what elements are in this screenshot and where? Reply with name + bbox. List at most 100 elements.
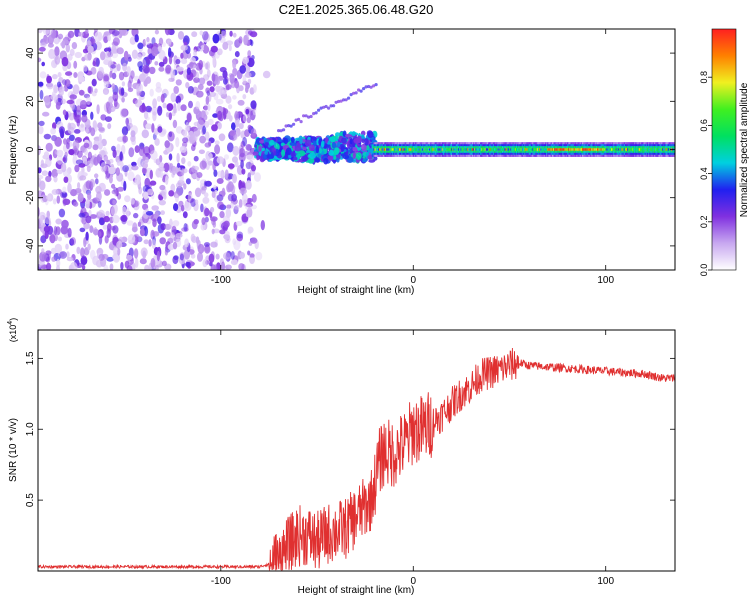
heatmap-cell bbox=[45, 175, 52, 183]
heatmap-cell bbox=[133, 248, 139, 259]
heatmap-cell bbox=[227, 163, 235, 169]
heatmap-cell bbox=[54, 136, 62, 147]
heatmap-cell bbox=[130, 197, 135, 205]
snr-y-axis-label: SNR (10 * v/v) bbox=[8, 418, 19, 482]
heatmap-cell bbox=[215, 253, 220, 260]
heatmap-cell bbox=[135, 83, 144, 93]
heatmap-cell bbox=[145, 123, 153, 130]
heatmap-cell bbox=[233, 204, 240, 210]
heatmap-cell bbox=[232, 59, 237, 69]
heatmap-cell bbox=[108, 176, 113, 184]
heatmap-cell bbox=[262, 154, 267, 160]
heatmap-cell bbox=[62, 186, 67, 194]
heatmap-cell bbox=[40, 264, 48, 270]
heatmap-cell bbox=[183, 183, 187, 190]
heatmap-cell bbox=[207, 160, 214, 166]
heatmap-cell bbox=[228, 104, 233, 110]
heatmap-cell bbox=[190, 198, 197, 207]
heatmap-cell bbox=[158, 66, 165, 72]
heatmap-cell bbox=[38, 167, 42, 174]
heatmap-cell bbox=[108, 166, 116, 175]
heatmap-cell bbox=[105, 210, 110, 217]
heatmap-cell bbox=[97, 71, 103, 78]
heatmap-cell bbox=[123, 50, 129, 61]
heatmap-cell bbox=[116, 47, 124, 55]
heatmap-cell bbox=[183, 202, 192, 212]
heatmap-cell bbox=[44, 216, 51, 225]
heatmap-cell bbox=[337, 99, 341, 104]
heatmap-cell bbox=[243, 34, 249, 46]
heatmap-cell bbox=[281, 149, 286, 157]
heatmap-cell bbox=[97, 209, 105, 218]
heatmap-cell bbox=[180, 44, 188, 51]
heatmap-cell bbox=[261, 147, 266, 152]
heatmap-cell bbox=[110, 206, 118, 217]
heatmap-cell bbox=[234, 80, 240, 89]
heatmap-cell bbox=[352, 152, 356, 160]
heatmap-cell bbox=[57, 72, 62, 78]
heatmap-cell bbox=[112, 37, 120, 46]
heatmap-cell bbox=[56, 81, 62, 88]
heatmap-cell bbox=[67, 53, 73, 61]
heatmap-cell bbox=[65, 71, 73, 76]
heatmap-cell bbox=[148, 66, 156, 75]
heatmap-cell bbox=[232, 173, 237, 184]
heatmap-cell bbox=[90, 67, 97, 75]
heatmap-cell bbox=[117, 186, 124, 192]
heatmap-cell bbox=[307, 157, 315, 164]
heatmap-cell bbox=[85, 127, 90, 134]
heatmap-cell bbox=[53, 225, 58, 236]
heatmap-cell bbox=[328, 150, 334, 156]
heatmap-cell bbox=[56, 264, 60, 270]
heatmap-cell bbox=[242, 136, 248, 147]
heatmap-cell bbox=[56, 149, 64, 158]
heatmap-cell bbox=[172, 220, 180, 227]
heatmap-cell bbox=[175, 95, 181, 104]
heatmap-cell bbox=[43, 133, 52, 140]
heatmap-cell bbox=[327, 155, 334, 161]
heatmap-cell bbox=[195, 71, 200, 80]
heatmap-cell bbox=[112, 215, 120, 224]
heatmap-cell bbox=[247, 198, 253, 203]
heatmap-cell bbox=[205, 95, 210, 105]
heatmap-cell bbox=[119, 151, 123, 161]
heatmap-cell bbox=[104, 189, 111, 196]
heatmap-cell bbox=[68, 112, 75, 121]
heatmap-cell bbox=[259, 140, 265, 144]
heatmap-cell bbox=[61, 191, 67, 198]
heatmap-cell bbox=[188, 61, 195, 67]
heatmap-cell bbox=[85, 215, 92, 224]
heatmap-cell bbox=[84, 53, 92, 61]
heatmap-cell bbox=[179, 145, 187, 153]
heatmap-cell bbox=[79, 227, 86, 233]
heatmap-cell bbox=[203, 192, 209, 198]
heatmap-cell bbox=[186, 112, 192, 123]
heatmap-cell bbox=[105, 173, 110, 180]
colorbar-tick-label: 0.4 bbox=[699, 167, 709, 180]
heatmap-cell bbox=[63, 176, 69, 183]
spectrogram-ticks: -100 0 100 -40 -20 0 20 40 bbox=[25, 29, 675, 286]
heatmap-cell bbox=[41, 248, 45, 254]
heatmap-cell bbox=[299, 120, 303, 124]
heatmap-cell bbox=[66, 142, 70, 150]
heatmap-cell bbox=[364, 138, 369, 146]
heatmap-cell bbox=[242, 114, 248, 123]
heatmap-cell bbox=[218, 133, 226, 142]
heatmap-cell bbox=[80, 123, 84, 128]
heatmap-cell bbox=[202, 196, 210, 204]
heatmap-cell bbox=[289, 124, 293, 128]
heatmap-cell bbox=[210, 206, 215, 213]
heatmap-cell bbox=[336, 157, 340, 163]
heatmap-cell bbox=[49, 234, 56, 244]
heatmap-cell bbox=[344, 98, 348, 102]
heatmap-cell bbox=[191, 165, 196, 173]
heatmap-cell bbox=[197, 243, 205, 254]
heatmap-cell bbox=[107, 51, 113, 58]
heatmap-cell bbox=[238, 36, 243, 44]
heatmap-cell bbox=[60, 225, 68, 235]
heatmap-cell bbox=[164, 29, 171, 36]
heatmap-cell bbox=[175, 126, 183, 134]
spectrogram-y-tick-label: 40 bbox=[25, 47, 36, 59]
heatmap-cell bbox=[204, 207, 210, 217]
heatmap-cell bbox=[212, 161, 216, 171]
